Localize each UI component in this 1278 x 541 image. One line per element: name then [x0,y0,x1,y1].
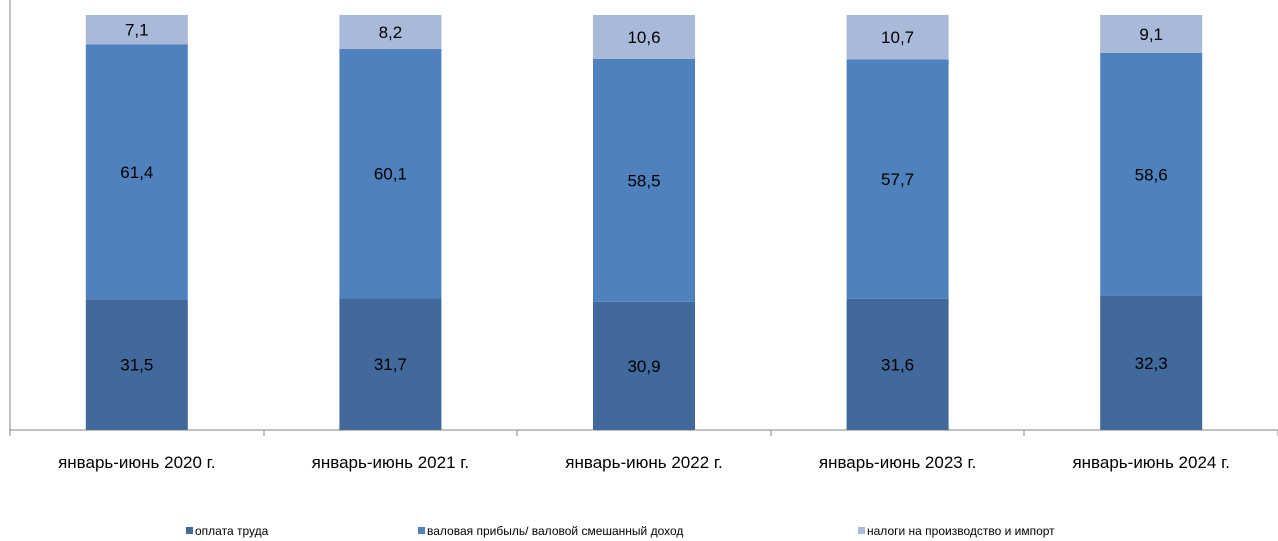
legend-swatch [418,527,425,534]
legend-item-label: валовая прибыль/ валовой смешанный доход [427,524,683,538]
x-tick-label: январь-июнь 2024 г. [1072,453,1229,472]
x-tick-label: январь-июнь 2022 г. [565,453,722,472]
data-label: 61,4 [120,163,153,182]
legend: оплата труда валовая прибыль/ валовой сме… [186,524,1055,538]
data-label: 9,1 [1139,25,1163,44]
data-label: 57,7 [881,170,914,189]
data-label: 31,5 [120,356,153,375]
bar-segment [593,58,695,302]
legend-swatch [858,527,865,534]
data-label: 30,9 [627,357,660,376]
bar-segment [85,44,188,300]
data-label: 10,7 [881,28,914,47]
data-label: 7,1 [125,21,149,40]
bar-segment [1100,52,1203,296]
bar-segment [85,15,188,45]
data-label: 60,1 [374,165,407,184]
data-label: 8,2 [379,23,403,42]
bar-segment [846,15,949,60]
data-label: 31,6 [881,355,914,374]
bar-segment [846,59,949,299]
data-label: 31,7 [374,355,407,374]
x-tick-label: январь-июнь 2023 г. [819,453,976,472]
x-tick-label: январь-июнь 2021 г. [312,453,469,472]
bars-group: 31,5 61,4 7,1 31,7 60,1 8,2 30,9 58,5 10,6 31,6 57… [85,15,1203,430]
data-label: 10,6 [627,28,660,47]
legend-item-label: налоги на производство и импорт [867,524,1055,538]
legend-item-label: оплата труда [195,524,269,538]
data-label: 58,5 [627,171,660,190]
bar-segment [1100,295,1203,430]
legend-swatch [186,527,193,534]
bar-segment [339,49,442,299]
bar-segment [339,15,442,50]
bar-segment [1100,15,1203,53]
x-tick-label: январь-июнь 2020 г. [58,453,215,472]
bar-segment [593,301,695,430]
bar-segment [593,15,695,59]
bar-segment [339,298,442,430]
data-label: 58,6 [1135,165,1168,184]
bar-segment [85,299,188,430]
x-axis-labels: январь-июнь 2020 г. январь-июнь 2021 г. ян… [58,453,1230,472]
x-axis-ticks [9,430,1278,436]
data-label: 32,3 [1135,354,1168,373]
bar-segment [846,298,949,430]
